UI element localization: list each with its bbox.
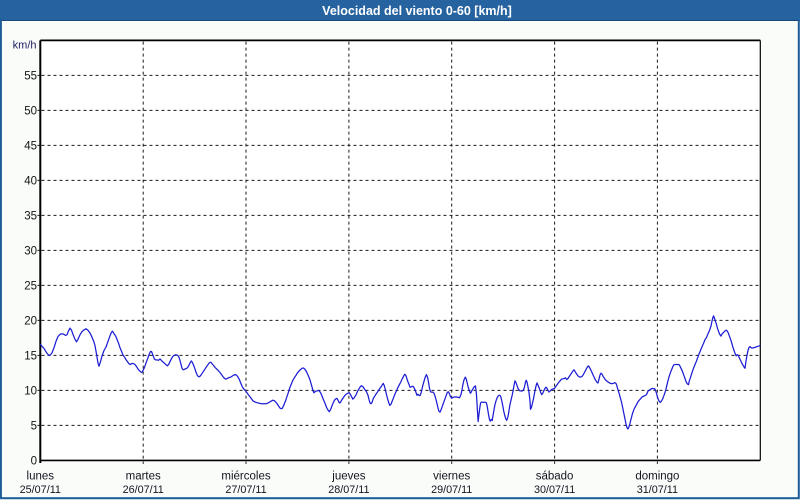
svg-text:25/07/11: 25/07/11	[20, 484, 61, 496]
svg-text:15: 15	[24, 351, 37, 363]
svg-text:31/07/11: 31/07/11	[637, 484, 678, 496]
svg-text:28/07/11: 28/07/11	[328, 484, 369, 496]
svg-text:5: 5	[31, 421, 37, 433]
svg-text:0: 0	[31, 456, 37, 468]
svg-text:26/07/11: 26/07/11	[123, 484, 164, 496]
svg-text:45: 45	[24, 141, 37, 153]
svg-text:sábado: sábado	[536, 471, 574, 483]
svg-text:35: 35	[24, 211, 37, 223]
svg-text:domingo: domingo	[635, 471, 679, 483]
svg-text:10: 10	[24, 386, 37, 398]
svg-text:29/07/11: 29/07/11	[431, 484, 472, 496]
svg-text:40: 40	[24, 176, 37, 188]
svg-text:martes: martes	[126, 471, 161, 483]
svg-text:lunes: lunes	[27, 471, 55, 483]
svg-text:30/07/11: 30/07/11	[534, 484, 575, 496]
svg-text:27/07/11: 27/07/11	[225, 484, 266, 496]
svg-text:Velocidad del viento 0-60 [km/: Velocidad del viento 0-60 [km/h]	[322, 4, 512, 18]
svg-text:25: 25	[24, 281, 37, 293]
svg-text:viernes: viernes	[433, 471, 470, 483]
svg-text:50: 50	[24, 106, 37, 118]
svg-text:jueves: jueves	[331, 471, 365, 483]
svg-text:30: 30	[24, 246, 37, 258]
svg-text:km/h: km/h	[13, 40, 37, 52]
svg-text:20: 20	[24, 316, 37, 328]
svg-text:miércoles: miércoles	[221, 471, 270, 483]
svg-text:55: 55	[24, 71, 37, 83]
